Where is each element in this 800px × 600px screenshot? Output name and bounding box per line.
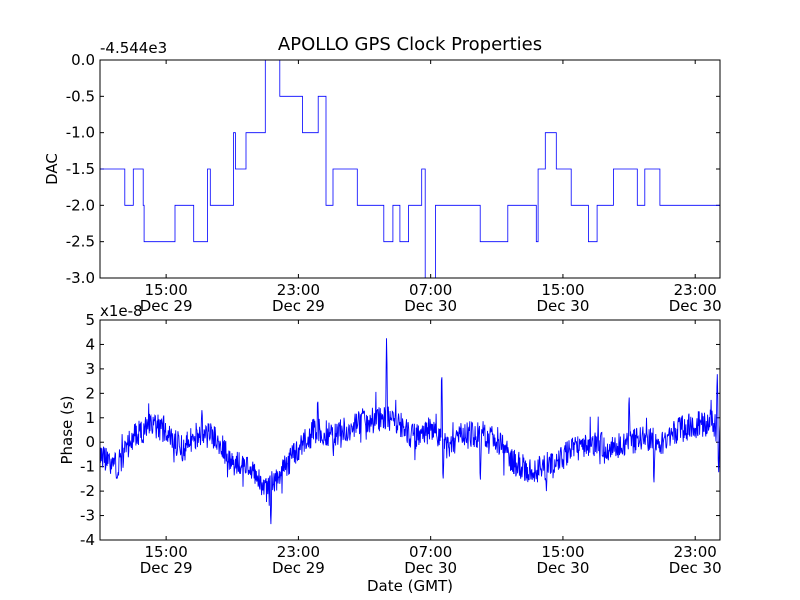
x-tick-date-label: Dec 29 [272, 559, 325, 577]
y-tick-label: 2 [85, 384, 95, 402]
y-tick-label: 5 [85, 311, 95, 329]
x-tick-time-label: 15:00 [145, 281, 188, 299]
x-tick-time-label: 15:00 [145, 543, 188, 561]
x-tick-time-label: 23:00 [277, 543, 320, 561]
y-tick-label: -2.0 [66, 196, 95, 214]
phase-series-line [99, 338, 721, 525]
x-tick-date-label: Dec 30 [404, 297, 457, 315]
dac-y-axis: 0.0 -0.5 -1.0 -1.5 -2.0 -2.5 -3.0 [66, 51, 720, 287]
phase-x-axis-label: Date (GMT) [367, 577, 453, 595]
phase-y-axis-label: Phase (s) [58, 395, 76, 464]
y-tick-label: -2 [80, 482, 95, 500]
y-tick-label: 3 [85, 360, 95, 378]
phase-axes-frame [99, 319, 721, 541]
x-tick-time-label: 15:00 [541, 543, 584, 561]
y-tick-label: -3 [80, 507, 95, 525]
y-tick-label: 4 [85, 335, 95, 353]
y-tick-label: 0.0 [71, 51, 95, 69]
x-tick-time-label: 07:00 [409, 543, 452, 561]
x-tick-date-label: Dec 29 [140, 559, 193, 577]
dac-axes-frame [99, 59, 721, 279]
y-tick-label: -1 [80, 458, 95, 476]
x-tick-date-label: Dec 29 [272, 297, 325, 315]
y-tick-label: -2.5 [66, 233, 95, 251]
x-tick-time-label: 23:00 [674, 543, 717, 561]
x-tick-date-label: Dec 30 [669, 559, 722, 577]
x-tick-time-label: 15:00 [541, 281, 584, 299]
chart-title: APOLLO GPS Clock Properties [278, 34, 542, 55]
x-tick-date-label: Dec 30 [536, 559, 589, 577]
phase-plot-background [100, 320, 720, 540]
y-tick-label: -1.0 [66, 124, 95, 142]
x-tick-time-label: 23:00 [277, 281, 320, 299]
x-tick-time-label: 23:00 [674, 281, 717, 299]
y-tick-label: -3.0 [66, 269, 95, 287]
x-tick-date-label: Dec 30 [536, 297, 589, 315]
dac-y-axis-label: DAC [43, 153, 61, 185]
y-tick-label: 1 [85, 409, 95, 427]
phase-y-axis: 5 4 3 2 1 0 -1 -2 -3 -4 [80, 311, 720, 549]
y-tick-label: -0.5 [66, 87, 95, 105]
x-tick-time-label: 07:00 [409, 281, 452, 299]
dac-offset-label: -4.544e3 [100, 39, 167, 57]
y-tick-label: 0 [85, 433, 95, 451]
phase-offset-label: x1e-8 [100, 302, 143, 320]
dac-series-line [100, 59, 720, 279]
x-tick-date-label: Dec 29 [140, 297, 193, 315]
y-tick-label: -1.5 [66, 160, 95, 178]
y-tick-label: -4 [80, 531, 95, 549]
x-tick-date-label: Dec 30 [669, 297, 722, 315]
x-tick-date-label: Dec 30 [404, 559, 457, 577]
